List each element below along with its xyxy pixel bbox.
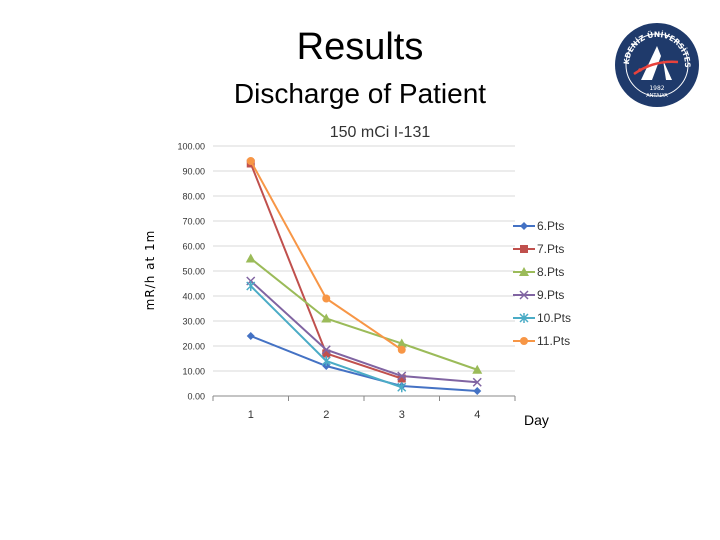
x-tick-label: 3 [399, 409, 405, 421]
y-tick-label: 30.00 [182, 317, 205, 327]
legend-label: 11.Pts [537, 334, 570, 348]
data-point [246, 157, 255, 165]
y-tick-label: 50.00 [182, 267, 205, 277]
y-tick-label: 70.00 [182, 217, 205, 227]
data-point [321, 345, 331, 355]
legend-label: 7.Pts [537, 242, 564, 256]
y-tick-label: 40.00 [182, 292, 205, 302]
y-tick-label: 0.00 [187, 392, 205, 402]
slide-subtitle: Discharge of Patient [233, 78, 487, 109]
x-tick-label: 4 [474, 409, 480, 421]
legend-marker [519, 313, 529, 323]
slide-title: Results [296, 26, 424, 68]
data-point [321, 356, 331, 366]
y-tick-label: 20.00 [182, 342, 205, 352]
data-point [397, 382, 407, 393]
legend-label: 9.Pts [537, 288, 564, 302]
series-line [250, 335, 478, 392]
legend-marker [520, 245, 528, 253]
data-point [322, 294, 331, 303]
data-point [472, 377, 482, 387]
x-tick-label: 2 [323, 409, 329, 421]
data-point [322, 349, 331, 358]
data-point [246, 332, 255, 340]
legend-marker [520, 222, 528, 230]
x-axis-title: Day [524, 412, 549, 428]
y-tick-label: 10.00 [182, 367, 205, 377]
legend-marker [520, 337, 528, 345]
x-tick-label: 1 [248, 409, 254, 421]
legend-label: 8.Pts [537, 265, 564, 279]
chart-title: 150 mCi I-131 [330, 124, 431, 141]
legend-marker [519, 267, 529, 276]
legend-label: 6.Pts [537, 219, 564, 233]
data-point [473, 387, 482, 395]
logo-city: ANTALYA [646, 93, 668, 99]
series-line [250, 280, 478, 384]
logo-year: 1982 [649, 85, 664, 92]
legend-label: 10.Pts [537, 311, 571, 325]
data-point [397, 374, 406, 383]
data-point [321, 313, 332, 323]
data-point [397, 345, 406, 354]
data-point [472, 364, 483, 374]
data-point [246, 281, 256, 291]
y-tick-label: 100.00 [177, 142, 205, 152]
university-logo: AKDENİZ ÜNİVERSİTESİ 1982 ANTALYA [614, 22, 699, 107]
data-point [245, 253, 256, 263]
series-line [250, 257, 478, 371]
y-tick-label: 90.00 [182, 167, 205, 177]
y-tick-label: 80.00 [182, 192, 205, 202]
data-point [396, 338, 407, 348]
legend-marker [519, 290, 529, 300]
data-point [397, 371, 407, 381]
y-tick-label: 60.00 [182, 242, 205, 252]
